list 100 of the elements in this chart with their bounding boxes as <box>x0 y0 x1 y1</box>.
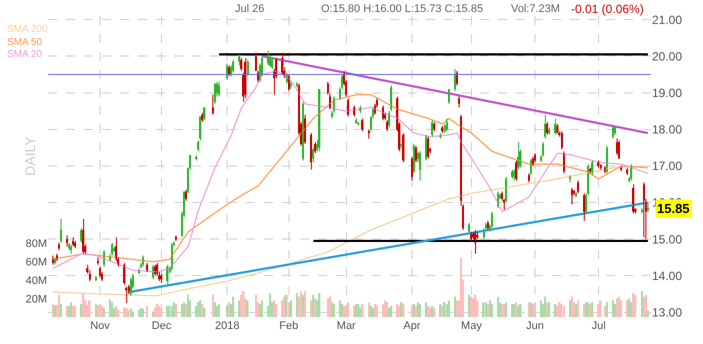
bar <box>544 296 546 317</box>
bar <box>604 306 606 317</box>
bar <box>218 304 220 317</box>
y-tick-label: 14.00 <box>652 268 682 283</box>
bar <box>327 298 329 317</box>
bar <box>347 302 350 317</box>
bar <box>197 302 200 317</box>
bar <box>74 306 76 317</box>
bar <box>386 302 388 317</box>
bar <box>534 302 536 317</box>
y2-tick-label: 20M <box>26 293 47 306</box>
bar <box>187 294 189 317</box>
bar <box>255 294 257 317</box>
bar <box>285 294 288 317</box>
y-tick-label: 18.00 <box>652 122 682 137</box>
bar <box>384 300 386 317</box>
bar <box>304 291 306 317</box>
annotation: -0.01 (0.06%) <box>571 2 644 16</box>
x-tick-label: 2018 <box>214 320 240 332</box>
bar <box>296 292 298 317</box>
bar <box>168 306 171 317</box>
x-tick-label: Dec <box>152 320 172 332</box>
bar <box>616 298 618 317</box>
bar <box>246 300 249 317</box>
bar <box>427 306 430 317</box>
bar <box>571 296 573 317</box>
text: SMA 50 <box>7 37 42 48</box>
bar <box>331 302 333 317</box>
bar <box>376 306 378 317</box>
bar <box>261 300 263 317</box>
y2-tick-label: 40M <box>26 274 47 287</box>
bar <box>214 302 216 317</box>
bar <box>368 302 370 317</box>
bar <box>142 308 144 317</box>
bar <box>390 306 392 317</box>
bar <box>620 300 622 317</box>
bar <box>70 302 72 317</box>
bar <box>117 310 120 317</box>
bar <box>310 300 312 317</box>
bar <box>130 308 132 317</box>
bar <box>339 300 341 317</box>
bar <box>643 296 645 317</box>
bar <box>158 306 160 317</box>
bar <box>374 304 376 317</box>
bar <box>109 299 112 317</box>
bar <box>58 294 60 317</box>
bar <box>540 300 542 317</box>
line-series <box>52 165 649 296</box>
bar <box>569 300 571 317</box>
x-tick-label: May <box>461 320 482 332</box>
bar <box>333 304 335 317</box>
bar <box>606 302 608 317</box>
x-tick-label: Apr <box>403 320 421 332</box>
bar <box>82 294 84 317</box>
bar <box>361 304 364 317</box>
bar <box>181 304 183 317</box>
line-series <box>52 94 649 262</box>
bar <box>446 304 448 317</box>
bar <box>641 291 643 317</box>
bar <box>160 308 162 317</box>
x-tick-label: Nov <box>90 320 110 332</box>
bar <box>563 306 565 317</box>
bar <box>132 311 134 317</box>
bar <box>417 302 419 317</box>
bar <box>460 258 462 317</box>
y2-tick-label: 60M <box>26 256 47 268</box>
text: O:15.80 H:16.00 L:15.73 C:15.85 <box>321 3 484 15</box>
bar <box>489 300 491 317</box>
x-tick-label: Mar <box>336 320 356 332</box>
text: Jul 26 <box>235 3 264 15</box>
bar <box>171 306 173 317</box>
bar <box>300 291 302 317</box>
bar <box>146 306 148 317</box>
bar <box>60 304 62 317</box>
bar <box>443 302 446 317</box>
bar <box>232 296 234 317</box>
y-tick-label: 21.00 <box>652 12 682 27</box>
bar <box>497 296 499 317</box>
bar <box>419 304 421 317</box>
bar <box>203 308 206 317</box>
bar <box>599 300 602 317</box>
bar <box>372 308 374 317</box>
bar <box>318 292 320 317</box>
text: Vol:7.23M <box>511 3 560 15</box>
bar <box>329 296 331 317</box>
bar <box>456 300 458 317</box>
text: SMA 20 <box>7 49 42 60</box>
x-tick-label: Jun <box>526 320 544 332</box>
bar <box>88 300 90 317</box>
bar <box>345 306 348 317</box>
bar <box>275 304 278 317</box>
bar <box>154 308 156 317</box>
bar <box>454 296 456 317</box>
bar <box>382 304 384 317</box>
bar <box>312 294 314 317</box>
bar <box>448 300 450 317</box>
x-tick-label: Feb <box>279 320 298 332</box>
bar <box>302 294 304 317</box>
bar <box>388 308 390 317</box>
x-tick-label: Jul <box>592 320 606 332</box>
